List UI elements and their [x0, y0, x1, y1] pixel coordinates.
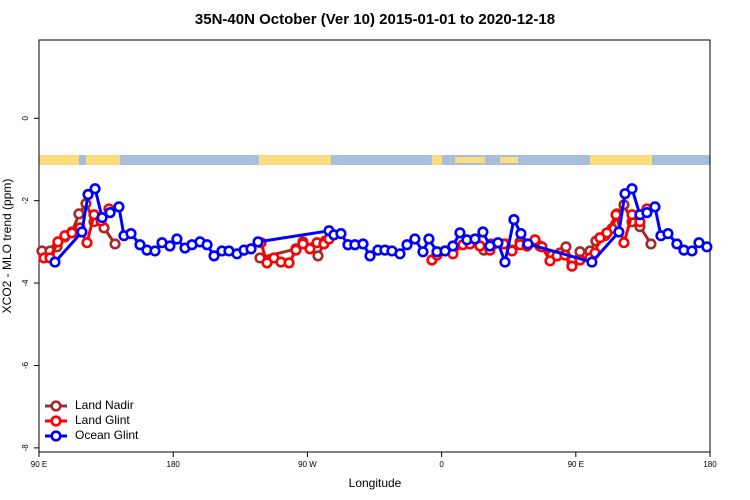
y-tick-label: -4 [21, 279, 30, 287]
surface-band [39, 155, 710, 165]
data-point [66, 227, 78, 239]
data-point [618, 237, 630, 249]
data-point [508, 214, 520, 226]
data-point [304, 243, 316, 255]
y-tick-label: -8 [21, 444, 30, 452]
data-point [522, 238, 534, 250]
data-point [125, 228, 137, 240]
data-point [171, 233, 183, 245]
legend-label: Land Nadir [75, 398, 134, 412]
data-point [52, 236, 64, 248]
chart-title: 35N-40N October (Ver 10) 2015-01-01 to 2… [195, 11, 555, 28]
data-point [601, 227, 613, 239]
data-point [423, 233, 435, 245]
data-point [454, 227, 466, 239]
data-point [96, 211, 108, 224]
data-point [134, 239, 146, 251]
data-point [81, 237, 93, 249]
data-point [469, 233, 481, 245]
y-axis-label: XCO2 - MLO trend (ppm) [0, 179, 14, 314]
data-point [613, 226, 625, 238]
data-point [544, 255, 556, 267]
data-point [261, 257, 273, 269]
ocean-strip [39, 155, 710, 165]
data-point [641, 207, 653, 219]
land-strip [259, 155, 331, 165]
data-point [439, 245, 451, 257]
x-axis-label: Longitude [349, 476, 402, 490]
legend-label: Land Glint [75, 413, 130, 427]
legend-marker [50, 430, 62, 442]
data-point [283, 257, 295, 269]
x-tick-label: 180 [167, 460, 181, 469]
data-point [312, 250, 324, 262]
data-point [208, 250, 220, 262]
data-point [686, 245, 698, 257]
data-point [245, 243, 257, 255]
data-point [417, 246, 429, 258]
data-point [701, 241, 713, 253]
data-point [515, 228, 527, 240]
data-point [290, 244, 302, 256]
legend-marker [50, 400, 62, 412]
data-point [109, 238, 121, 250]
data-point [89, 183, 101, 195]
land-strip [455, 157, 485, 163]
data-point [610, 209, 622, 221]
data-point [335, 228, 347, 240]
data-point [104, 207, 116, 219]
land-strip [86, 155, 120, 165]
data-point [594, 232, 606, 244]
land-strip [590, 155, 652, 165]
data-point [586, 256, 598, 268]
x-tick-label: 90 W [298, 460, 317, 469]
data-point [357, 238, 369, 250]
data-point [201, 239, 213, 251]
data-point [645, 238, 657, 250]
data-point [401, 239, 413, 251]
land-strip [432, 155, 442, 165]
x-tick-label: 180 [703, 460, 717, 469]
data-point [394, 248, 406, 260]
data-point [82, 188, 94, 201]
data-point [113, 201, 125, 213]
y-tick-label: -6 [21, 361, 30, 369]
x-tick-label: 90 E [31, 460, 47, 469]
data-point [447, 240, 459, 252]
data-point [662, 228, 674, 240]
land-strip [39, 155, 79, 165]
data-point [149, 245, 161, 257]
legend-marker [50, 415, 62, 427]
x-tick-label: 90 E [568, 460, 584, 469]
data-point [492, 237, 504, 249]
legend-label: Ocean Glint [75, 428, 139, 442]
data-point [409, 233, 421, 245]
data-point [297, 238, 309, 250]
data-point [566, 260, 578, 272]
y-tick-label: 0 [21, 116, 30, 121]
data-point [76, 226, 88, 238]
data-point [73, 208, 85, 220]
data-point [252, 236, 264, 248]
y-tick-label: -2 [21, 197, 30, 205]
data-point [49, 256, 61, 268]
data-point [649, 201, 661, 213]
data-point [364, 250, 376, 262]
data-point [477, 226, 489, 238]
data-point [671, 238, 683, 250]
data-point [499, 256, 511, 268]
x-tick-label: 0 [439, 460, 444, 469]
data-point [626, 183, 638, 195]
data-point [164, 240, 176, 252]
land-strip [500, 157, 518, 163]
data-point [619, 188, 631, 200]
